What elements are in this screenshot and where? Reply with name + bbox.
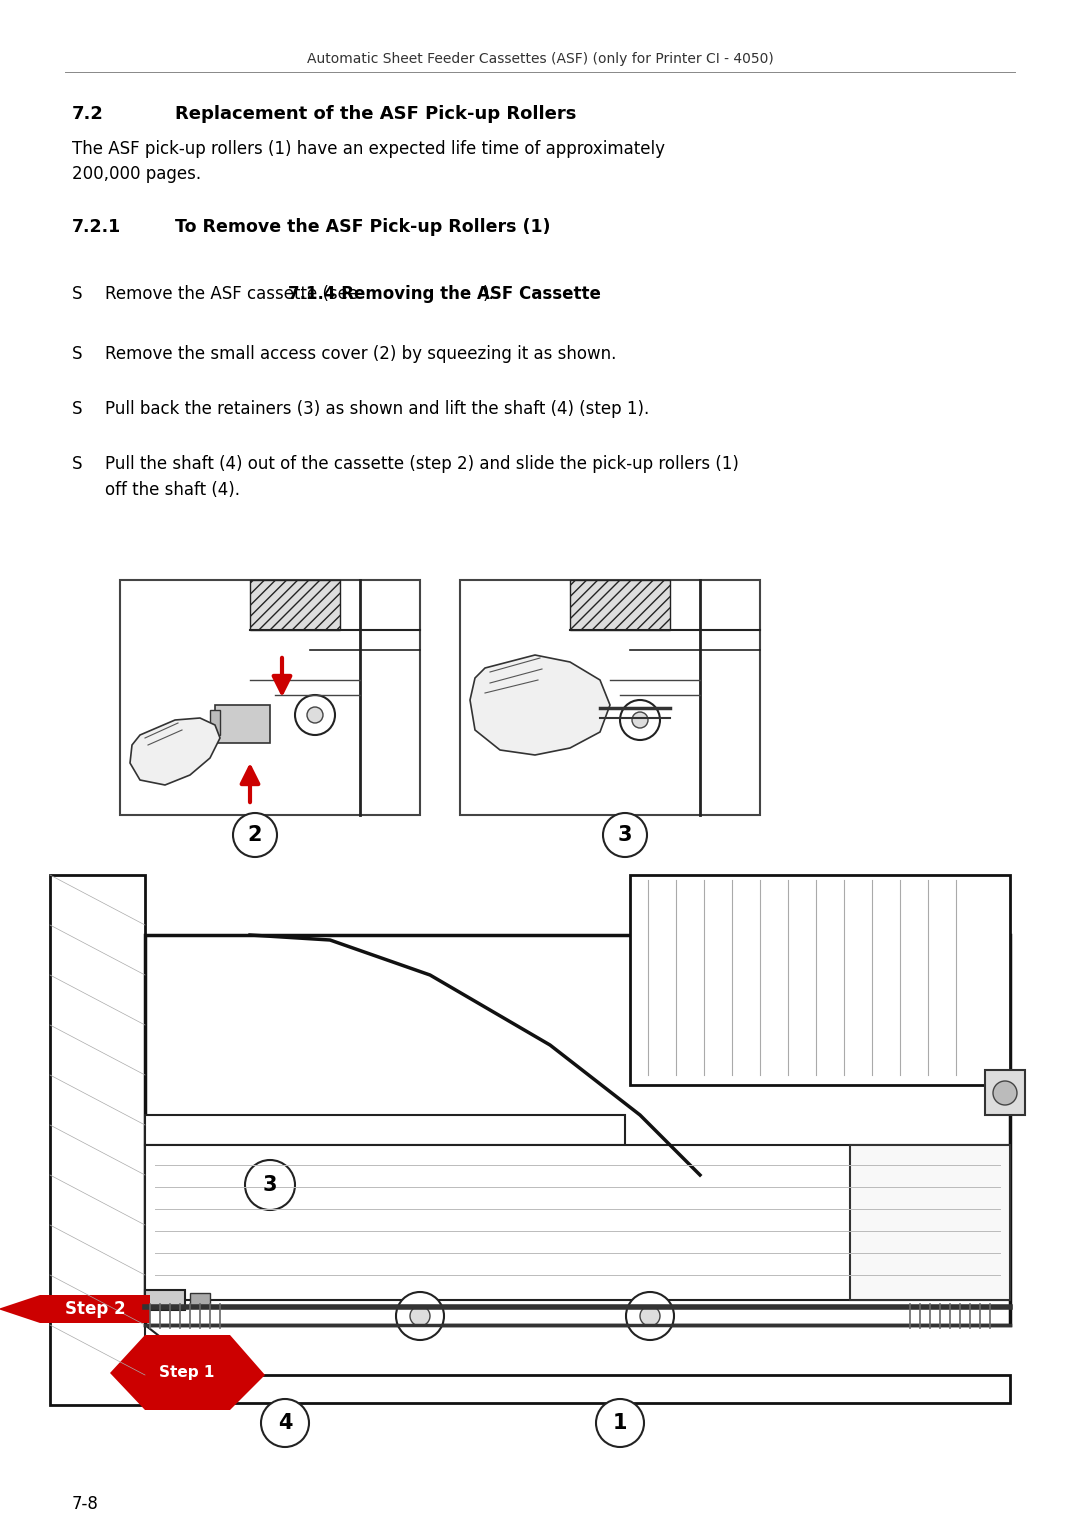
Bar	[145, 935, 1010, 1326]
Bar	[145, 1374, 1010, 1403]
Text: Pull back the retainers (3) as shown and lift the shaft (4) (step 1).: Pull back the retainers (3) as shown and…	[105, 400, 649, 419]
Text: Remove the small access cover (2) by squeezing it as shown.: Remove the small access cover (2) by squ…	[105, 345, 617, 364]
Bar	[850, 1145, 1010, 1300]
Text: Pull the shaft (4) out of the cassette (step 2) and slide the pick-up rollers (1: Pull the shaft (4) out of the cassette (…	[105, 455, 739, 499]
Polygon shape	[145, 1326, 235, 1396]
Bar	[145, 1145, 1010, 1300]
Polygon shape	[130, 718, 220, 785]
Circle shape	[620, 700, 660, 740]
Polygon shape	[0, 1295, 150, 1323]
Text: 7-8: 7-8	[72, 1495, 99, 1513]
Circle shape	[396, 1292, 444, 1339]
Text: 3: 3	[618, 825, 632, 845]
Text: ).: ).	[483, 285, 495, 303]
Text: Automatic Sheet Feeder Cassettes (ASF) (only for Printer CI - 4050): Automatic Sheet Feeder Cassettes (ASF) (…	[307, 52, 773, 65]
Circle shape	[640, 1306, 660, 1326]
Bar	[630, 875, 1010, 1085]
Circle shape	[295, 696, 335, 735]
Text: Replacement of the ASF Pick-up Rollers: Replacement of the ASF Pick-up Rollers	[175, 105, 577, 123]
Text: 7.2.1: 7.2.1	[72, 218, 121, 236]
Text: Step 2: Step 2	[65, 1300, 125, 1318]
Text: The ASF pick-up rollers (1) have an expected life time of approximately
200,000 : The ASF pick-up rollers (1) have an expe…	[72, 140, 665, 183]
Text: S: S	[72, 400, 82, 419]
Bar	[120, 580, 420, 814]
Text: 7.2: 7.2	[72, 105, 104, 123]
Text: 2: 2	[247, 825, 262, 845]
Circle shape	[993, 1081, 1017, 1105]
Bar	[460, 580, 760, 814]
Text: S: S	[72, 285, 82, 303]
Circle shape	[307, 708, 323, 723]
Text: 3: 3	[262, 1175, 278, 1195]
Polygon shape	[110, 1335, 265, 1409]
Text: Remove the ASF cassette (see: Remove the ASF cassette (see	[105, 285, 363, 303]
Polygon shape	[470, 654, 610, 755]
Circle shape	[626, 1292, 674, 1339]
Bar	[50, 875, 145, 1405]
Circle shape	[261, 1399, 309, 1447]
Circle shape	[245, 1160, 295, 1210]
Bar	[249, 580, 340, 630]
Text: 4: 4	[278, 1412, 293, 1434]
Bar	[215, 705, 270, 743]
Text: To Remove the ASF Pick-up Rollers (1): To Remove the ASF Pick-up Rollers (1)	[175, 218, 551, 236]
Bar	[145, 1116, 625, 1145]
Text: 7.1.4 Removing the ASF Cassette: 7.1.4 Removing the ASF Cassette	[287, 285, 600, 303]
Bar	[210, 709, 220, 735]
Text: S: S	[72, 345, 82, 364]
Text: Step 1: Step 1	[160, 1365, 215, 1380]
Circle shape	[632, 712, 648, 728]
Circle shape	[410, 1306, 430, 1326]
Text: 1: 1	[612, 1412, 627, 1434]
Bar	[985, 1070, 1025, 1116]
Bar	[190, 1294, 210, 1307]
Circle shape	[596, 1399, 644, 1447]
Circle shape	[233, 813, 276, 857]
Bar	[570, 580, 670, 630]
Text: S: S	[72, 455, 82, 473]
Bar	[145, 1291, 185, 1310]
Circle shape	[603, 813, 647, 857]
